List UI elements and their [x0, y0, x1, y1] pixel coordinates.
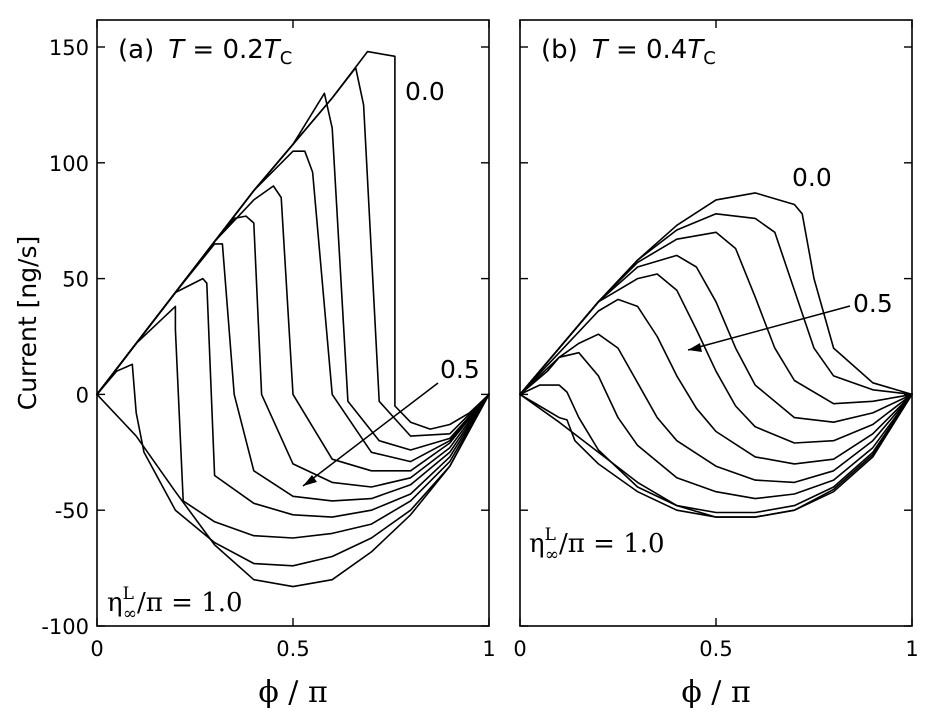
panel-b-title: (b) T = 0.4TC	[541, 35, 716, 69]
panel-b-label: (b)	[541, 35, 578, 65]
panel-b-title-unit: T	[687, 35, 705, 65]
panel-a-series-5	[96, 215, 490, 488]
y-axis-label: Current [ng/s]	[13, 236, 42, 411]
panel-a-frame	[96, 19, 490, 627]
panel-a-ticks: 0 0.5 1 150 100 50 0 -50 -100	[41, 20, 496, 661]
panel-b-anno-top: 0.0	[792, 163, 832, 192]
panel-a-series-7	[96, 277, 490, 518]
panel-a-x-axis-label: ϕ / π	[258, 675, 327, 710]
panel-b-ticks: 0 0.5 1	[513, 20, 919, 661]
panel-a-series-10	[96, 393, 490, 588]
panel-a-series-1	[96, 67, 490, 437]
panel-a-series-4	[96, 185, 490, 472]
panel-a-anno-bottom: ηL ∞/π = 1.0	[107, 584, 243, 624]
panel-b-series-3	[519, 254, 913, 423]
panel-a-title-eq: = 0.2	[184, 35, 264, 65]
panel-b-arrow-line	[687, 305, 851, 351]
panel-b-series-5	[519, 298, 913, 465]
panel-b-eta-sup: L	[545, 525, 556, 545]
panel-b-series-4	[519, 273, 913, 444]
panel-b-series-6	[519, 333, 913, 484]
panel-a-series-8	[96, 305, 490, 539]
panel-a-xtick-label: 0	[90, 637, 103, 661]
panel-b-anno-bottom: ηL ∞/π = 1.0	[529, 525, 665, 565]
panel-a-eta-rest: /π = 1.0	[137, 588, 243, 618]
panel-a-title-unit: T	[264, 35, 282, 65]
panel-a-curves	[96, 50, 490, 588]
panel-a-title-var: T	[168, 35, 186, 65]
panel-a-eta-sub: ∞	[123, 604, 137, 624]
panel-b-x-axis-label: ϕ / π	[681, 675, 750, 710]
panel-a-ytick-label: 50	[62, 268, 89, 292]
panel-a-ytick-label: -100	[41, 615, 89, 639]
panel-a-label: (a)	[118, 35, 154, 65]
panel-b-eta-rest: /π = 1.0	[559, 529, 665, 559]
panel-b-curves	[519, 192, 913, 518]
panel-a-series-9	[96, 363, 490, 567]
panel-b-xtick-label: 0	[513, 637, 526, 661]
panel-a-series-2	[96, 92, 490, 451]
panel-a-ytick-label: -50	[55, 499, 89, 523]
panel-b-arrow-head	[688, 343, 702, 352]
panel-a-anno-middle: 0.5	[440, 355, 480, 384]
panel-a-eta-symbol: η	[107, 588, 123, 618]
panel-a-arrow-line	[302, 382, 439, 487]
panel-b-series-10	[519, 393, 913, 518]
panel-a-anno-top: 0.0	[405, 77, 445, 106]
panel-b: 0 0.5 1 (b) T = 0.4TC 0.0 0.5 ηL ∞/π = 1.0	[513, 19, 919, 661]
panel-a-title-sub: C	[280, 48, 293, 69]
panel-b-anno-middle: 0.5	[853, 289, 893, 318]
panel-a-title: (a) T = 0.2TC	[118, 35, 292, 69]
panel-a-ytick-label: 100	[49, 152, 89, 176]
panel-b-xtick-label: 0.5	[699, 637, 732, 661]
panel-b-xtick-label: 1	[905, 637, 918, 661]
panel-a-xtick-label: 1	[482, 637, 495, 661]
panel-a-ytick-label: 0	[76, 383, 89, 407]
panel-b-series-2	[519, 231, 913, 405]
panel-b-title-sub: C	[703, 48, 716, 69]
panel-a-series-3	[96, 150, 490, 463]
panel-b-series-9	[519, 393, 913, 518]
panel-b-eta-symbol: η	[529, 529, 545, 559]
panel-b-eta-sub: ∞	[545, 545, 559, 565]
panel-a-xtick-label: 0.5	[276, 637, 309, 661]
panel-b-title-eq: = 0.4	[608, 35, 688, 65]
panel-a-series-0	[96, 50, 490, 430]
panel-a-ytick-label: 150	[49, 36, 89, 60]
panel-b-series-7	[519, 351, 913, 500]
panel-b-title-var: T	[592, 35, 610, 65]
panel-b-series-8	[519, 384, 913, 514]
panel-a-arrow-head	[303, 475, 317, 486]
panel-a-eta-sup: L	[123, 584, 134, 604]
